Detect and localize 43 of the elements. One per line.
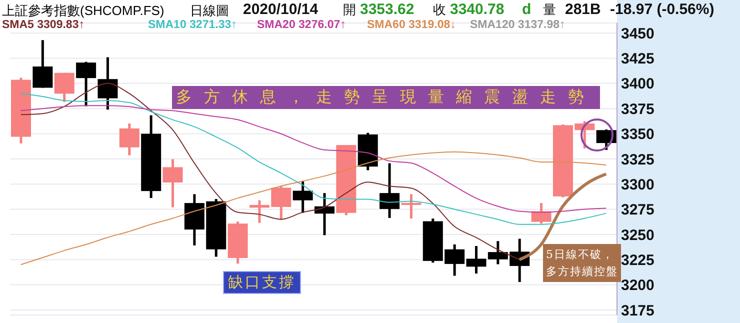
text: SMA20 3276.07↑ bbox=[257, 19, 346, 31]
text: 3353.62 bbox=[360, 1, 414, 18]
candlestick bbox=[98, 56, 118, 111]
label-box: 多方休息，走勢呈現量縮震盪走勢 bbox=[172, 86, 600, 109]
annotation: 多方持續控盤 bbox=[546, 264, 618, 280]
candlestick bbox=[401, 192, 422, 220]
text: 2020/10/14 bbox=[243, 1, 318, 18]
candlestick bbox=[76, 60, 96, 108]
candlestick bbox=[54, 72, 74, 104]
y-tick-label: 3175 bbox=[621, 302, 654, 320]
candlestick bbox=[162, 158, 183, 209]
label-box: 缺口支撐 bbox=[223, 271, 301, 294]
text: 3340.78 bbox=[450, 1, 504, 18]
y-tick-label: 3375 bbox=[621, 100, 654, 118]
y-tick-label: 3350 bbox=[621, 126, 654, 144]
y-tick-label: 3425 bbox=[621, 50, 654, 68]
text: SMA5 3309.83↑ bbox=[2, 19, 84, 31]
text: 開 bbox=[343, 1, 356, 19]
y-tick-label: 3200 bbox=[621, 277, 654, 294]
y-tick-label: 3325 bbox=[621, 151, 654, 168]
legend-label: SMA120 3137.98↑ bbox=[470, 19, 566, 31]
text: SMA60 3319.08↓ bbox=[367, 19, 456, 31]
text: SMA10 3271.33↑ bbox=[148, 19, 237, 31]
y-tick-label: 3275 bbox=[621, 202, 654, 219]
text: 收 bbox=[433, 1, 446, 19]
chart-subtitle: 日線圖 bbox=[190, 2, 229, 20]
candlestick bbox=[32, 38, 53, 89]
annotation: 5日線不破， bbox=[546, 247, 615, 263]
candlestick bbox=[119, 122, 140, 157]
text: 量 bbox=[543, 1, 556, 19]
text: d bbox=[522, 1, 532, 18]
candlestick bbox=[380, 162, 400, 220]
y-tick-label: 3400 bbox=[621, 76, 654, 93]
chart-title: 上証參考指數(SHCOMP.FS) bbox=[2, 2, 164, 20]
label-box: 5日線不破， 多方持續控盤 bbox=[543, 244, 621, 282]
candlestick bbox=[292, 180, 313, 214]
text: -18.97 (-0.56%) bbox=[610, 1, 714, 18]
line-series bbox=[20, 151, 607, 266]
y-tick-label: 3250 bbox=[621, 226, 654, 244]
y-tick-label: 3225 bbox=[621, 252, 654, 269]
text: 281B bbox=[565, 1, 601, 18]
y-tick-label: 3300 bbox=[621, 176, 654, 194]
y-tick-label: 3450 bbox=[621, 25, 654, 42]
